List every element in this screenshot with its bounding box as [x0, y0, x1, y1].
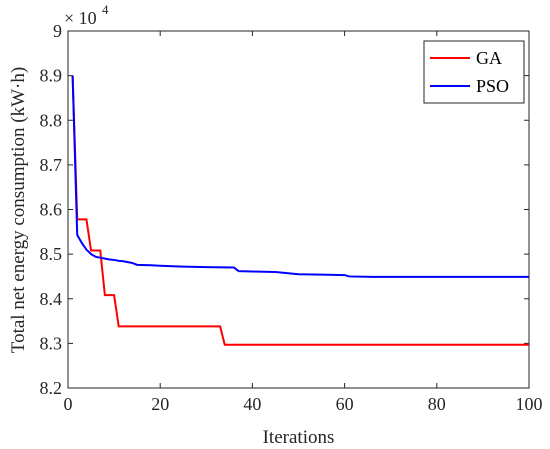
x-tick-label: 100 — [516, 394, 543, 414]
series-line-ga — [71, 75, 529, 346]
y-tick-label: 8.2 — [40, 378, 63, 398]
tick-labels: 0 20 40 60 80 100 8.2 8.3 8.4 8.5 8.6 8.7 8.8 8.9 9 — [40, 21, 543, 414]
y-exponent-power: 4 — [102, 2, 109, 17]
x-tick-label: 60 — [336, 394, 354, 414]
series-lines — [71, 75, 529, 346]
series-line-pso — [71, 75, 529, 278]
y-tick-label: 8.6 — [40, 200, 63, 220]
y-tick-label: 8.5 — [40, 244, 63, 264]
y-tick-label: 8.3 — [40, 333, 63, 353]
y-tick-label: 8.9 — [40, 66, 63, 86]
y-exponent-base: × 10 — [64, 8, 97, 28]
x-tick-label: 40 — [243, 394, 261, 414]
x-tick-label: 0 — [64, 394, 73, 414]
y-axis-label: Total net energy consumption (kW·h) — [8, 67, 29, 353]
x-axis-label: Iterations — [263, 427, 335, 448]
y-tick-label: 9 — [53, 21, 62, 41]
y-tick-label: 8.4 — [40, 289, 63, 309]
legend-box — [423, 40, 525, 104]
axis-ticks — [67, 30, 530, 389]
x-tick-label: 20 — [151, 394, 169, 414]
y-tick-label: 8.8 — [40, 110, 63, 130]
y-tick-label: 8.7 — [40, 155, 63, 175]
legend: GA PSO — [423, 40, 525, 104]
x-tick-label: 80 — [428, 394, 446, 414]
legend-label-ga: GA — [476, 48, 502, 68]
legend-label-pso: PSO — [476, 76, 509, 96]
